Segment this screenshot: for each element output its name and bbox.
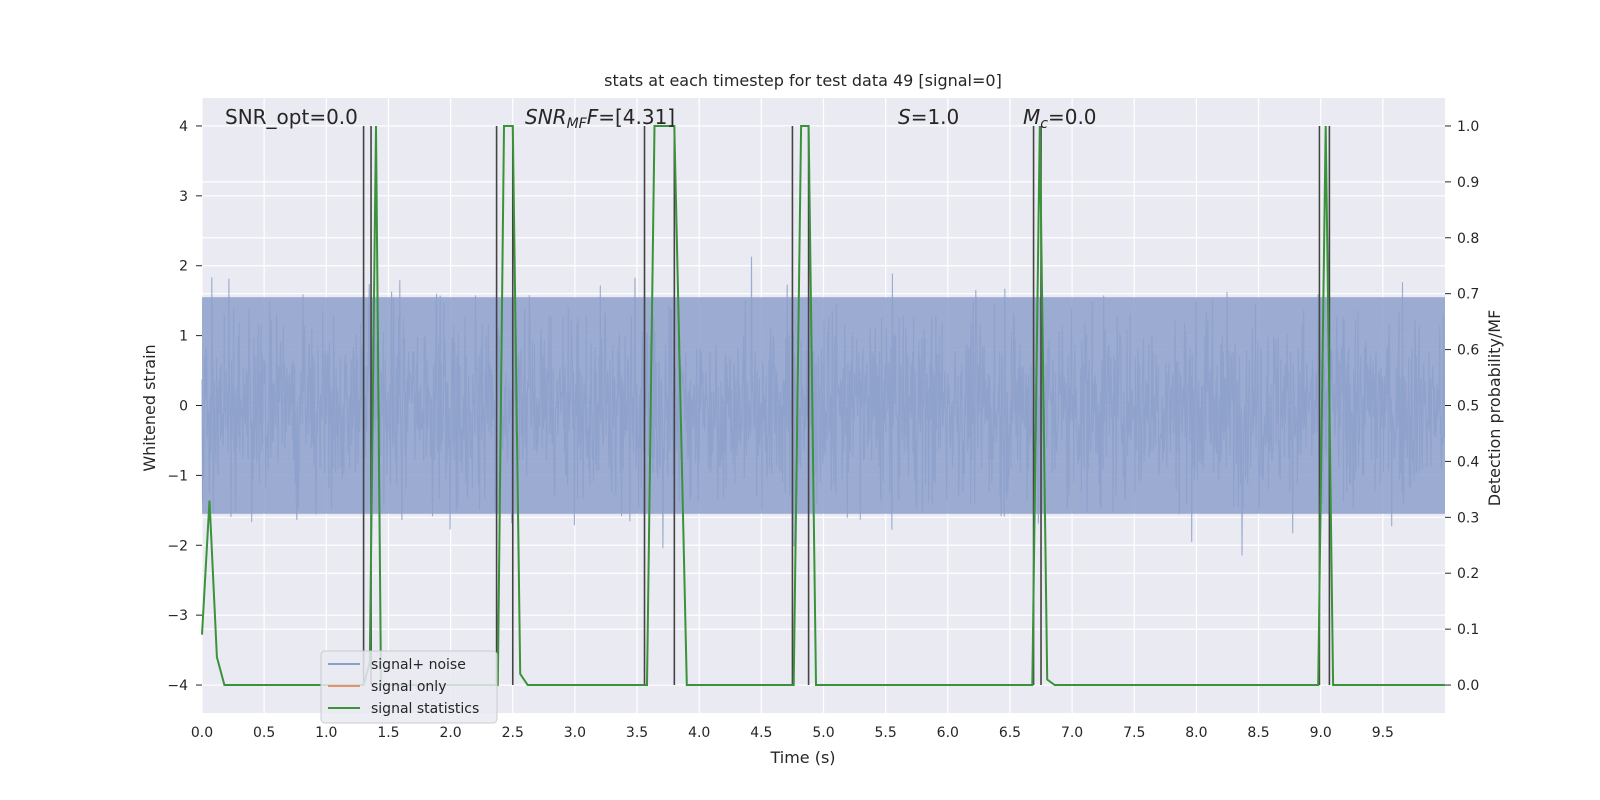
legend-box [320, 650, 498, 724]
y-axis-label-right: Detection probability/MF [1485, 310, 1504, 507]
x-tick-label: 9.5 [1372, 725, 1394, 741]
annotation-snr-mf-value: =[4.31] [598, 105, 675, 129]
annotation-snr-mf: SNRMFF=[4.31] [525, 105, 675, 132]
x-tick-label: 0.5 [253, 725, 275, 741]
y-tick-label-right: 0.6 [1457, 343, 1479, 359]
series-signal-noise [201, 256, 1446, 556]
legend-label-signal-only: signal only [371, 679, 446, 695]
legend-label-signal-statistics: signal statistics [371, 701, 479, 717]
y-axis-label-left: Whitened strain [140, 344, 159, 471]
annotation-snr-mf-f: F [587, 105, 599, 129]
y-tick-label-right: 0.9 [1457, 175, 1479, 191]
y-tick-label-left: 3 [179, 189, 188, 205]
annotation-snr-opt: SNR_opt=0.0 [225, 105, 358, 129]
x-tick-label: 4.0 [688, 725, 710, 741]
annotation-snr-mf-main: SNR [525, 105, 567, 129]
tick-layer: 0.0 0.5 1.0 1.5 2.0 2.5 3.0 3.5 4.0 4.5 5.0 5.5 6.0 6… [167, 119, 1479, 741]
x-tick-label: 6.5 [999, 725, 1021, 741]
x-tick-label: 2.0 [439, 725, 461, 741]
x-tick-label: 0.0 [191, 725, 213, 741]
x-tick-label: 9.0 [1310, 725, 1332, 741]
x-tick-label: 5.5 [875, 725, 897, 741]
y-tick-label-left: 2 [179, 259, 188, 275]
annotation-snr-mf-sub: MF [567, 116, 588, 132]
y-tick-label-left: 0 [179, 399, 188, 415]
y-tick-label-left: −3 [167, 608, 188, 624]
x-tick-label: 7.0 [1061, 725, 1083, 741]
y-tick-label-right: 0.0 [1457, 678, 1479, 694]
annotation-s-value: =1.0 [911, 105, 960, 129]
x-tick-label: 4.5 [750, 725, 772, 741]
legend: signal+ noise signal only signal statist… [320, 650, 498, 724]
y-tick-label-left: −1 [167, 468, 188, 484]
x-tick-label: 7.5 [1123, 725, 1145, 741]
x-tick-label: 3.5 [626, 725, 648, 741]
y-tick-label-right: 0.4 [1457, 454, 1479, 470]
annotation-s: S=1.0 [898, 105, 959, 129]
annotation-mc: Mc=0.0 [1023, 105, 1097, 132]
annotation-s-main: S [898, 105, 911, 129]
x-axis-label: Time (s) [769, 748, 835, 767]
y-tick-label-left: −4 [167, 678, 188, 694]
x-tick-label: 1.0 [315, 725, 337, 741]
annotation-mc-sub: c [1040, 116, 1048, 132]
y-tick-label-right: 0.1 [1457, 622, 1479, 638]
y-tick-label-right: 0.8 [1457, 231, 1479, 247]
x-tick-label: 3.0 [564, 725, 586, 741]
y-tick-label-right: 0.2 [1457, 566, 1479, 582]
y-tick-label-left: 1 [179, 329, 188, 345]
y-tick-label-right: 0.7 [1457, 287, 1479, 303]
x-tick-label: 2.5 [502, 725, 524, 741]
y-tick-label-right: 0.5 [1457, 399, 1479, 415]
x-tick-label: 8.0 [1185, 725, 1207, 741]
chart-title: stats at each timestep for test data 49 … [604, 71, 1002, 90]
x-tick-label: 5.0 [812, 725, 834, 741]
y-tick-label-right: 1.0 [1457, 119, 1479, 135]
x-tick-label: 1.5 [377, 725, 399, 741]
y-tick-label-right: 0.3 [1457, 510, 1479, 526]
annotation-mc-main: M [1023, 105, 1040, 129]
y-tick-label-left: −2 [167, 538, 188, 554]
legend-label-signal-noise: signal+ noise [371, 657, 466, 673]
signal-noise-band [202, 297, 1445, 514]
x-tick-label: 6.0 [937, 725, 959, 741]
annotation-mc-value: =0.0 [1048, 105, 1097, 129]
x-tick-label: 8.5 [1247, 725, 1269, 741]
y-tick-label-left: 4 [179, 119, 188, 135]
